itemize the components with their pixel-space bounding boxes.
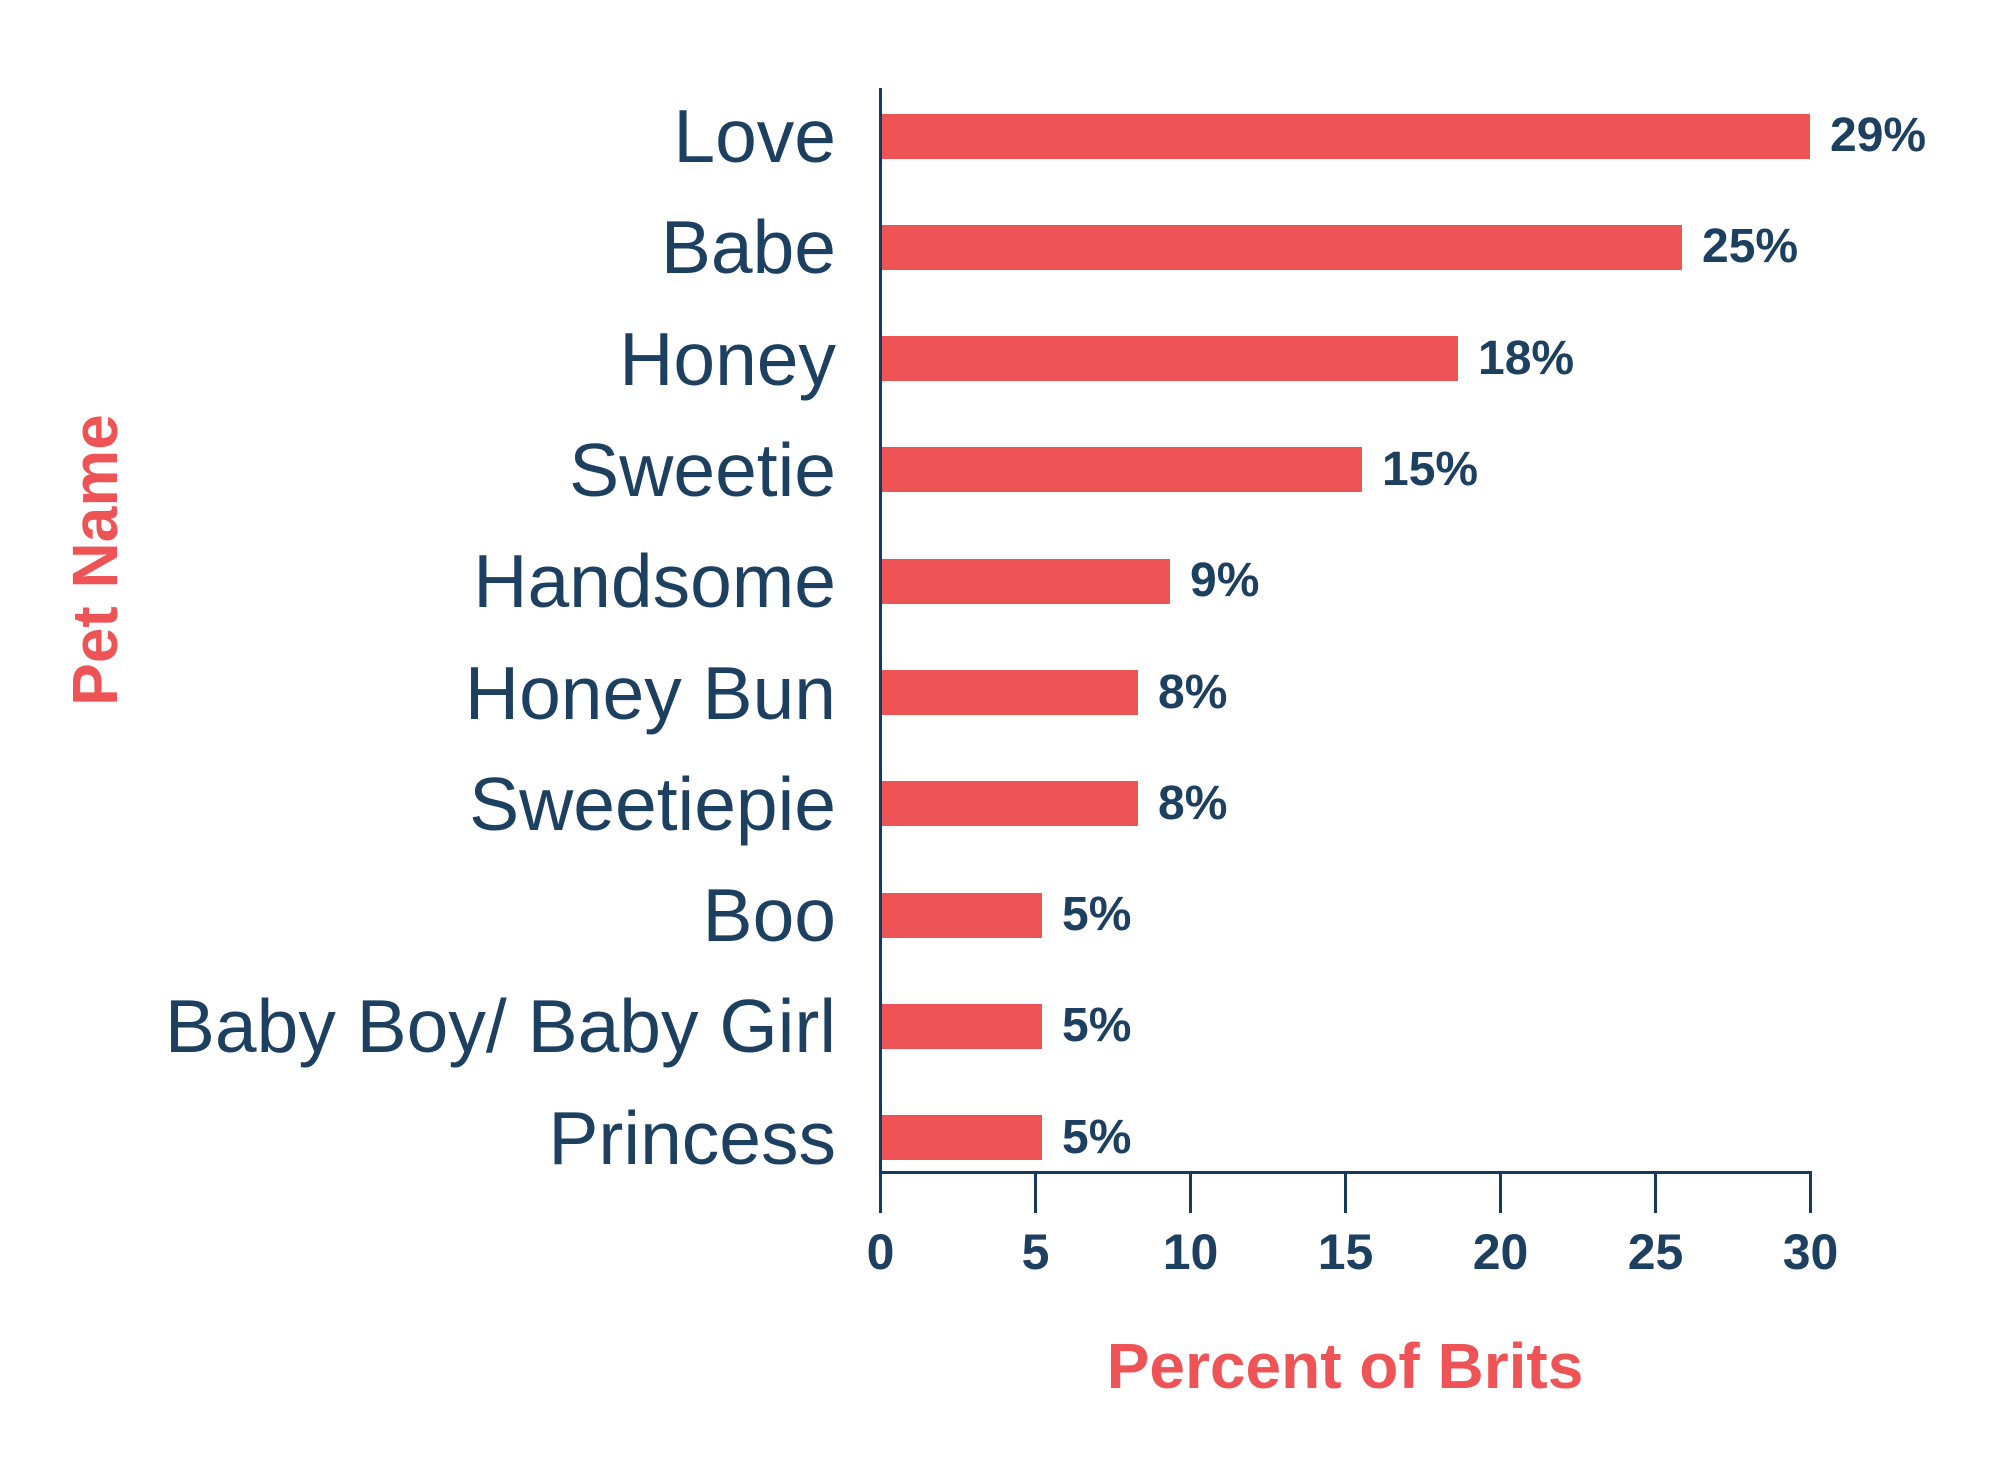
x-tick-mark <box>879 1171 882 1213</box>
bar <box>882 781 1138 826</box>
category-label: Baby Boy/ Baby Girl <box>164 984 836 1068</box>
x-tick-mark <box>1809 1171 1812 1213</box>
value-label: 8% <box>1158 777 1228 830</box>
value-label: 5% <box>1062 999 1132 1052</box>
x-tick-label: 20 <box>1472 1224 1529 1280</box>
value-label: 5% <box>1062 1111 1132 1164</box>
y-axis-line <box>879 88 882 1210</box>
x-tick-mark <box>1189 1171 1192 1213</box>
x-tick-label: 5 <box>1021 1224 1050 1280</box>
category-label: Sweetiepie <box>469 762 836 846</box>
value-label: 15% <box>1382 443 1479 496</box>
category-label: Princess <box>548 1096 836 1180</box>
category-label: Babe <box>660 205 836 289</box>
bar <box>882 447 1362 492</box>
x-tick-mark <box>1034 1171 1037 1213</box>
x-axis-title: Percent of Brits <box>1106 1330 1584 1402</box>
x-tick-label: 15 <box>1317 1224 1374 1280</box>
bar <box>882 670 1138 715</box>
x-tick-label: 0 <box>866 1224 895 1280</box>
value-label: 25% <box>1702 220 1799 273</box>
bar <box>882 1115 1042 1160</box>
value-label: 29% <box>1830 109 1927 162</box>
category-label: Sweetie <box>569 428 836 512</box>
bar <box>882 893 1042 938</box>
bar <box>882 1004 1042 1049</box>
category-label: Honey Bun <box>464 651 836 735</box>
category-label: Handsome <box>473 539 836 623</box>
x-tick-mark <box>1499 1171 1502 1213</box>
value-label: 5% <box>1062 888 1132 941</box>
value-label: 9% <box>1190 554 1260 607</box>
x-tick-mark <box>1344 1171 1347 1213</box>
bar <box>882 114 1810 159</box>
x-tick-label: 10 <box>1162 1224 1219 1280</box>
bar <box>882 559 1170 604</box>
category-label: Honey <box>619 317 836 401</box>
x-tick-mark <box>1654 1171 1657 1213</box>
value-label: 18% <box>1478 332 1575 385</box>
x-tick-label: 30 <box>1782 1224 1839 1280</box>
bar <box>882 336 1458 381</box>
value-label: 8% <box>1158 666 1228 719</box>
category-label: Boo <box>702 873 836 957</box>
bar <box>882 225 1682 270</box>
category-label: Love <box>673 94 836 178</box>
x-tick-label: 25 <box>1627 1224 1684 1280</box>
